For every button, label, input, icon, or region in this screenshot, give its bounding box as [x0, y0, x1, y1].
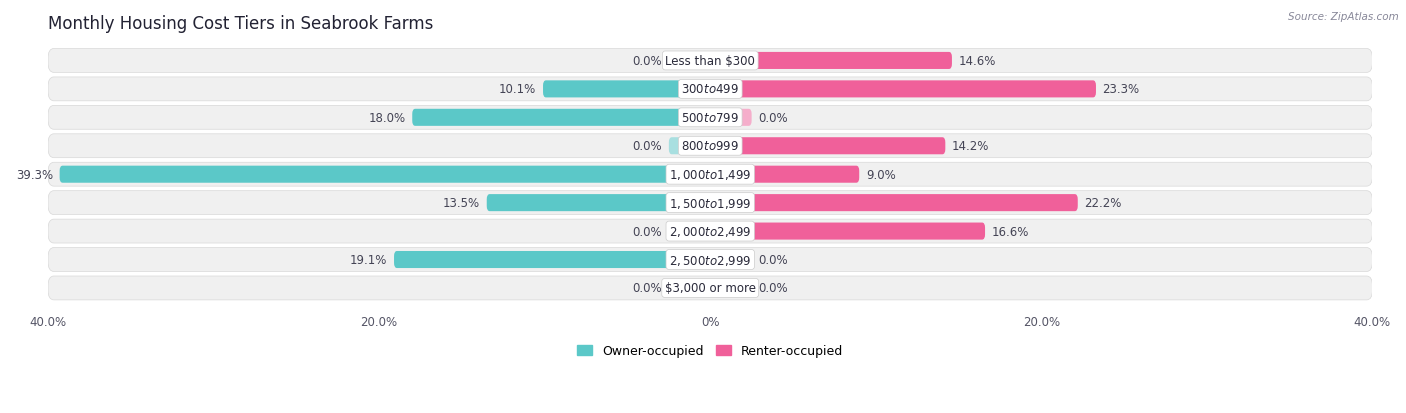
Text: 0.0%: 0.0% [633, 55, 662, 68]
FancyBboxPatch shape [710, 280, 752, 297]
Text: $2,000 to $2,499: $2,000 to $2,499 [669, 225, 751, 238]
Text: 14.6%: 14.6% [959, 55, 995, 68]
FancyBboxPatch shape [710, 166, 859, 183]
Text: 0.0%: 0.0% [758, 254, 787, 266]
FancyBboxPatch shape [48, 220, 1372, 243]
Text: 9.0%: 9.0% [866, 168, 896, 181]
Text: 16.6%: 16.6% [991, 225, 1029, 238]
Text: $3,000 or more: $3,000 or more [665, 282, 756, 295]
Text: Monthly Housing Cost Tiers in Seabrook Farms: Monthly Housing Cost Tiers in Seabrook F… [48, 15, 433, 33]
FancyBboxPatch shape [59, 166, 710, 183]
Text: 13.5%: 13.5% [443, 197, 479, 210]
FancyBboxPatch shape [48, 276, 1372, 300]
FancyBboxPatch shape [710, 53, 952, 70]
FancyBboxPatch shape [486, 195, 710, 211]
Text: 14.2%: 14.2% [952, 140, 990, 153]
Text: 0.0%: 0.0% [633, 225, 662, 238]
FancyBboxPatch shape [710, 195, 1078, 211]
Text: Source: ZipAtlas.com: Source: ZipAtlas.com [1288, 12, 1399, 22]
FancyBboxPatch shape [710, 138, 945, 155]
FancyBboxPatch shape [394, 252, 710, 268]
FancyBboxPatch shape [412, 109, 710, 126]
FancyBboxPatch shape [48, 50, 1372, 73]
Text: 22.2%: 22.2% [1084, 197, 1122, 210]
FancyBboxPatch shape [710, 109, 752, 126]
FancyBboxPatch shape [543, 81, 710, 98]
FancyBboxPatch shape [48, 78, 1372, 102]
FancyBboxPatch shape [48, 135, 1372, 158]
Text: 19.1%: 19.1% [350, 254, 388, 266]
Text: 0.0%: 0.0% [758, 112, 787, 124]
FancyBboxPatch shape [710, 81, 1095, 98]
Text: 10.1%: 10.1% [499, 83, 537, 96]
Text: 0.0%: 0.0% [633, 140, 662, 153]
Text: $1,000 to $1,499: $1,000 to $1,499 [669, 168, 751, 182]
FancyBboxPatch shape [669, 53, 710, 70]
FancyBboxPatch shape [710, 223, 986, 240]
Text: Less than $300: Less than $300 [665, 55, 755, 68]
FancyBboxPatch shape [48, 106, 1372, 130]
Text: 0.0%: 0.0% [633, 282, 662, 295]
Text: $300 to $499: $300 to $499 [682, 83, 740, 96]
FancyBboxPatch shape [48, 163, 1372, 187]
FancyBboxPatch shape [48, 191, 1372, 215]
FancyBboxPatch shape [48, 248, 1372, 272]
Text: $2,500 to $2,999: $2,500 to $2,999 [669, 253, 751, 267]
Text: 23.3%: 23.3% [1102, 83, 1140, 96]
FancyBboxPatch shape [669, 138, 710, 155]
Legend: Owner-occupied, Renter-occupied: Owner-occupied, Renter-occupied [572, 339, 848, 363]
FancyBboxPatch shape [669, 223, 710, 240]
Text: $500 to $799: $500 to $799 [682, 112, 740, 124]
FancyBboxPatch shape [669, 280, 710, 297]
FancyBboxPatch shape [710, 252, 752, 268]
Text: 39.3%: 39.3% [15, 168, 53, 181]
Text: 18.0%: 18.0% [368, 112, 405, 124]
Text: 0.0%: 0.0% [758, 282, 787, 295]
Text: $800 to $999: $800 to $999 [682, 140, 740, 153]
Text: $1,500 to $1,999: $1,500 to $1,999 [669, 196, 751, 210]
